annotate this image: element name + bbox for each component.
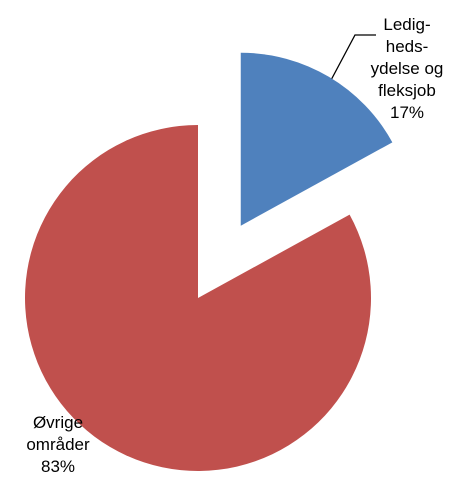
label-line: Ledig- bbox=[383, 15, 430, 34]
slice-label: Øvrige områder bbox=[26, 413, 90, 454]
value-label: 83% bbox=[41, 457, 75, 476]
label-line: Øvrige bbox=[33, 413, 83, 432]
label-line: fleksjob bbox=[378, 81, 436, 100]
label-line: områder bbox=[26, 435, 90, 454]
label-line: ydelse og bbox=[371, 59, 444, 78]
label-line: heds- bbox=[386, 37, 429, 56]
value-label: 17% bbox=[390, 103, 424, 122]
pie-slice bbox=[24, 125, 371, 471]
pie-slice bbox=[240, 52, 393, 226]
leader-line bbox=[329, 34, 376, 83]
slice-label: Ledig-heds-ydelse og fleksjob bbox=[371, 15, 444, 100]
